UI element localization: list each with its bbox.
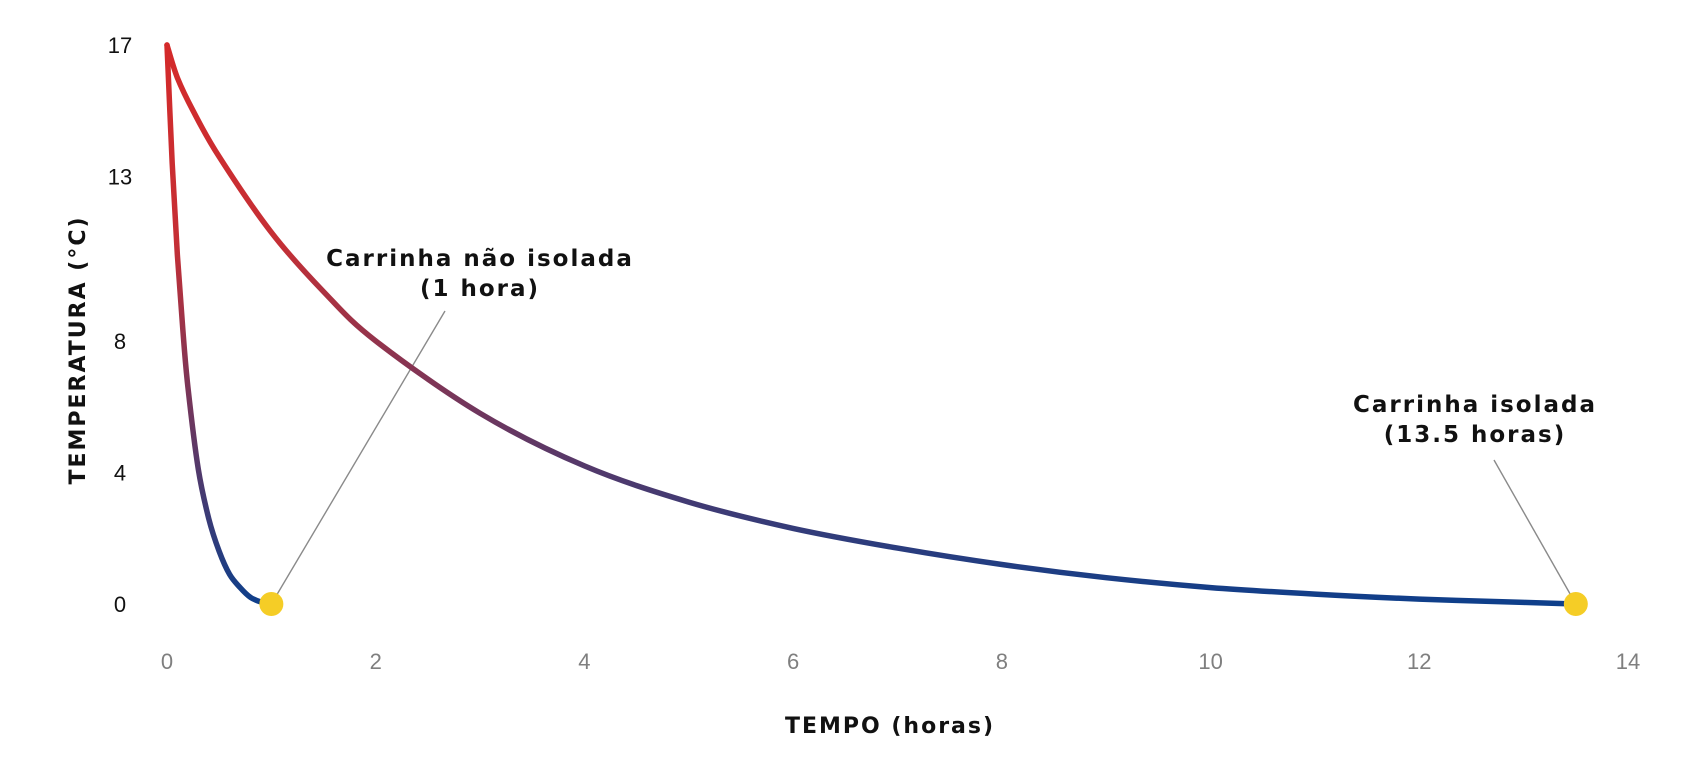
- x-tick-label: 6: [787, 649, 799, 674]
- series-lines: [164, 42, 1579, 607]
- annotations: Carrinha não isolada (1 hora) Carrinha iso…: [326, 246, 1597, 448]
- x-axis-ticks: 0 2 4 6 8 10 12 14: [161, 649, 1640, 674]
- y-tick-label: 8: [114, 329, 126, 354]
- y-tick-label: 13: [108, 165, 132, 190]
- annotation-leaders: [270, 310, 1577, 605]
- x-tick-label: 12: [1407, 649, 1431, 674]
- x-tick-label: 8: [996, 649, 1008, 674]
- y-tick-label: 0: [114, 592, 126, 617]
- end-markers: [259, 592, 1588, 616]
- x-tick-label: 10: [1198, 649, 1222, 674]
- y-axis-ticks: 0 4 8 13 17: [108, 33, 132, 617]
- end-point-marker: [259, 592, 284, 616]
- y-tick-label: 17: [108, 33, 132, 58]
- annotation-label: (13.5 horas): [1384, 422, 1567, 448]
- annotation-label: (1 hora): [420, 276, 540, 302]
- y-axis-title: TEMPERATURA (°C): [66, 215, 91, 484]
- series-line: [164, 42, 1579, 607]
- x-tick-label: 14: [1616, 649, 1640, 674]
- end-point-marker: [1563, 592, 1588, 616]
- x-tick-label: 2: [370, 649, 382, 674]
- annotation-label: Carrinha não isolada: [326, 246, 634, 272]
- x-axis-title: TEMPO (horas): [785, 714, 995, 739]
- leader-line: [1493, 459, 1577, 605]
- x-tick-label: 4: [578, 649, 590, 674]
- series-line: [164, 42, 275, 607]
- leader-line: [270, 310, 446, 605]
- y-tick-label: 4: [114, 460, 126, 485]
- annotation-label: Carrinha isolada: [1353, 392, 1597, 418]
- x-tick-label: 0: [161, 649, 173, 674]
